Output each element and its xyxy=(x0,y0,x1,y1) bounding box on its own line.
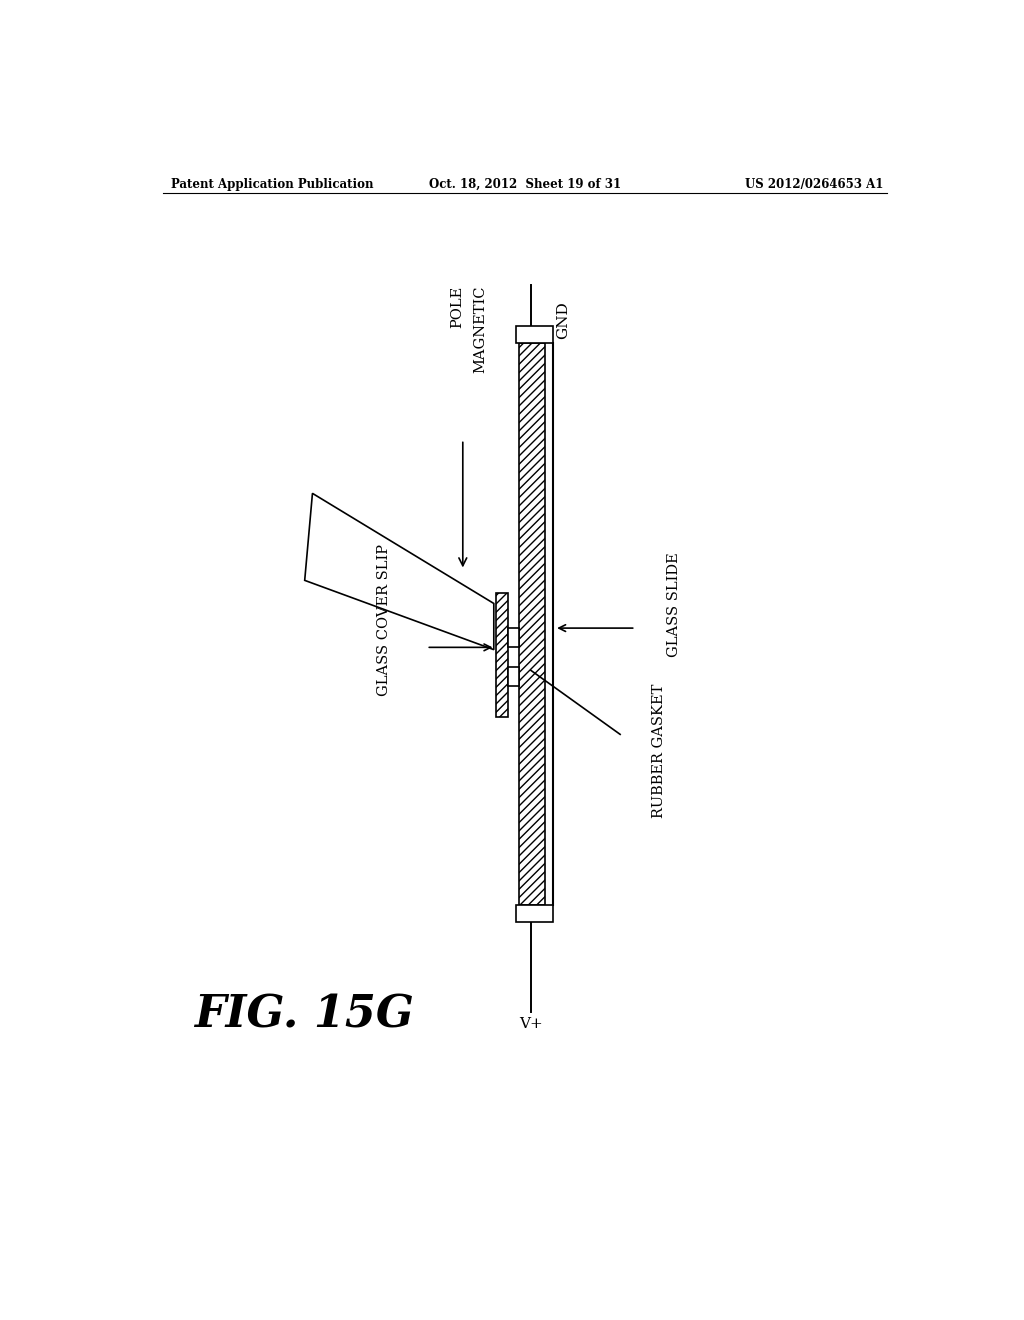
Text: GND: GND xyxy=(556,301,569,339)
Bar xyxy=(515,906,553,923)
Bar xyxy=(519,343,545,906)
Bar xyxy=(508,628,519,647)
Bar xyxy=(508,667,519,686)
Text: FIG. 15G: FIG. 15G xyxy=(194,994,414,1036)
Polygon shape xyxy=(305,494,494,649)
Text: Oct. 18, 2012  Sheet 19 of 31: Oct. 18, 2012 Sheet 19 of 31 xyxy=(429,178,621,190)
Bar xyxy=(496,594,508,717)
Text: US 2012/0264653 A1: US 2012/0264653 A1 xyxy=(745,178,884,190)
Text: POLE: POLE xyxy=(451,285,464,327)
Text: GLASS COVER SLIP: GLASS COVER SLIP xyxy=(377,544,391,697)
Text: RUBBER GASKET: RUBBER GASKET xyxy=(652,684,666,818)
Text: GLASS SLIDE: GLASS SLIDE xyxy=(668,553,681,657)
Text: MAGNETIC: MAGNETIC xyxy=(474,285,487,374)
Bar xyxy=(515,326,553,343)
Text: Patent Application Publication: Patent Application Publication xyxy=(171,178,373,190)
Text: V+: V+ xyxy=(519,1016,543,1031)
